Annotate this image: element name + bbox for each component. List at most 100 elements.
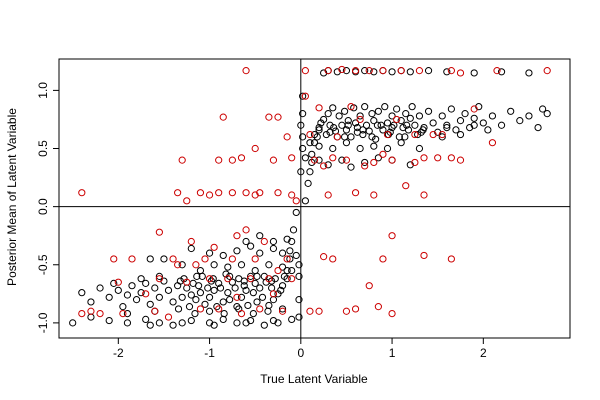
data-point xyxy=(306,139,314,147)
data-point xyxy=(155,272,163,280)
data-point xyxy=(420,191,428,199)
data-point xyxy=(403,121,411,129)
data-point xyxy=(333,133,341,141)
y-tick-label: 0.5 xyxy=(36,140,50,157)
data-point xyxy=(484,126,492,134)
data-point xyxy=(383,144,392,153)
data-point xyxy=(119,303,127,311)
data-point xyxy=(374,107,382,115)
data-point xyxy=(233,232,241,240)
data-point xyxy=(417,128,425,136)
data-point xyxy=(443,123,451,132)
data-point xyxy=(456,117,465,125)
data-point xyxy=(488,139,497,147)
data-point xyxy=(447,105,455,113)
data-point xyxy=(237,293,246,301)
data-point xyxy=(193,272,201,280)
x-axis-label: True Latent Variable xyxy=(260,372,368,386)
data-point xyxy=(123,291,132,299)
data-point xyxy=(493,67,501,75)
data-point xyxy=(231,284,239,292)
data-point xyxy=(187,244,195,253)
data-point xyxy=(368,110,376,118)
data-point xyxy=(456,69,465,77)
reference-lines xyxy=(59,59,570,338)
data-point xyxy=(326,128,334,136)
data-point xyxy=(174,189,182,197)
data-point xyxy=(306,307,314,315)
data-point xyxy=(240,282,248,290)
data-point xyxy=(78,189,86,197)
data-point xyxy=(415,144,424,153)
data-point xyxy=(87,307,95,315)
x-tick-label: -1 xyxy=(204,346,215,360)
data-point xyxy=(377,121,385,129)
data-point xyxy=(324,67,332,75)
data-point xyxy=(278,282,287,290)
data-point xyxy=(356,115,364,124)
data-point xyxy=(283,266,291,275)
data-point xyxy=(207,277,215,285)
data-point xyxy=(365,282,373,290)
data-point xyxy=(497,68,506,76)
data-point xyxy=(224,263,232,271)
data-point xyxy=(128,282,136,290)
x-tick-label: 0 xyxy=(297,346,304,360)
data-point xyxy=(373,121,382,129)
data-point xyxy=(251,144,259,153)
data-point xyxy=(205,293,214,301)
data-point xyxy=(155,275,163,283)
data-point xyxy=(105,316,113,325)
data-point xyxy=(342,307,351,315)
data-point xyxy=(335,112,343,120)
data-point xyxy=(183,197,191,205)
data-point xyxy=(329,144,337,153)
data-point xyxy=(324,161,332,169)
data-point xyxy=(242,286,250,294)
data-point xyxy=(96,284,104,292)
data-point xyxy=(443,121,451,129)
data-point xyxy=(219,251,227,260)
data-point xyxy=(308,150,316,158)
data-point xyxy=(283,133,291,141)
data-point xyxy=(342,156,351,164)
data-point xyxy=(315,307,323,315)
data-point xyxy=(283,235,291,243)
data-point xyxy=(192,296,200,304)
data-point xyxy=(379,67,387,75)
data-point xyxy=(297,121,305,129)
data-point xyxy=(216,284,225,292)
data-point xyxy=(362,121,371,129)
data-point xyxy=(105,293,113,301)
data-point xyxy=(404,126,413,134)
data-point xyxy=(361,158,369,167)
data-point xyxy=(87,298,95,306)
data-point xyxy=(310,130,319,139)
data-point xyxy=(146,300,154,308)
data-point xyxy=(196,189,205,197)
data-point xyxy=(470,69,478,77)
data-point xyxy=(174,261,182,269)
data-point xyxy=(258,293,267,301)
data-point xyxy=(237,309,246,318)
data-point xyxy=(222,270,230,278)
plot-frame-group xyxy=(58,58,571,339)
data-point xyxy=(292,208,300,217)
data-point xyxy=(479,119,487,127)
data-point xyxy=(374,154,382,162)
data-point xyxy=(301,154,309,162)
data-point xyxy=(178,293,186,301)
data-point xyxy=(264,307,272,315)
data-point xyxy=(447,67,455,75)
data-point xyxy=(215,156,223,164)
data-point xyxy=(213,303,221,311)
data-point xyxy=(256,232,264,240)
data-point xyxy=(344,121,352,129)
data-point xyxy=(456,130,465,139)
data-point xyxy=(372,135,380,143)
data-point xyxy=(242,67,250,75)
data-point xyxy=(401,133,409,141)
data-point xyxy=(251,255,259,263)
data-point xyxy=(269,290,278,298)
